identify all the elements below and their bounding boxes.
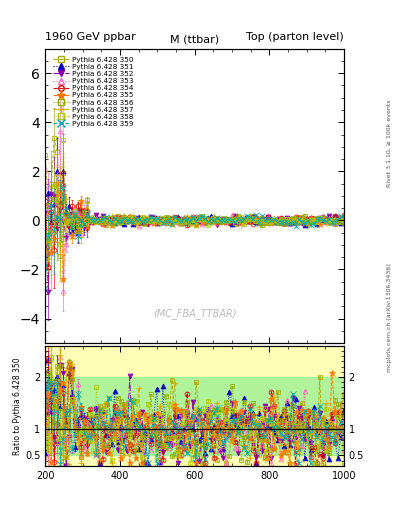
Text: M (ttbar): M (ttbar) <box>170 34 219 44</box>
Text: (MC_FBA_TTBAR): (MC_FBA_TTBAR) <box>153 309 236 319</box>
Text: Rivet 3.1.10, ≥ 100k events: Rivet 3.1.10, ≥ 100k events <box>387 99 392 187</box>
Text: Top (parton level): Top (parton level) <box>246 32 344 42</box>
Text: 1960 GeV ppbar: 1960 GeV ppbar <box>45 32 136 42</box>
Bar <box>45 377 344 456</box>
Bar <box>45 346 344 466</box>
Legend: Pythia 6.428 350, Pythia 6.428 351, Pythia 6.428 352, Pythia 6.428 353, Pythia 6: Pythia 6.428 350, Pythia 6.428 351, Pyth… <box>52 55 135 129</box>
Text: mcplots.cern.ch [arXiv:1306.3436]: mcplots.cern.ch [arXiv:1306.3436] <box>387 263 392 372</box>
Y-axis label: Ratio to Pythia 6.428 350: Ratio to Pythia 6.428 350 <box>13 357 22 455</box>
